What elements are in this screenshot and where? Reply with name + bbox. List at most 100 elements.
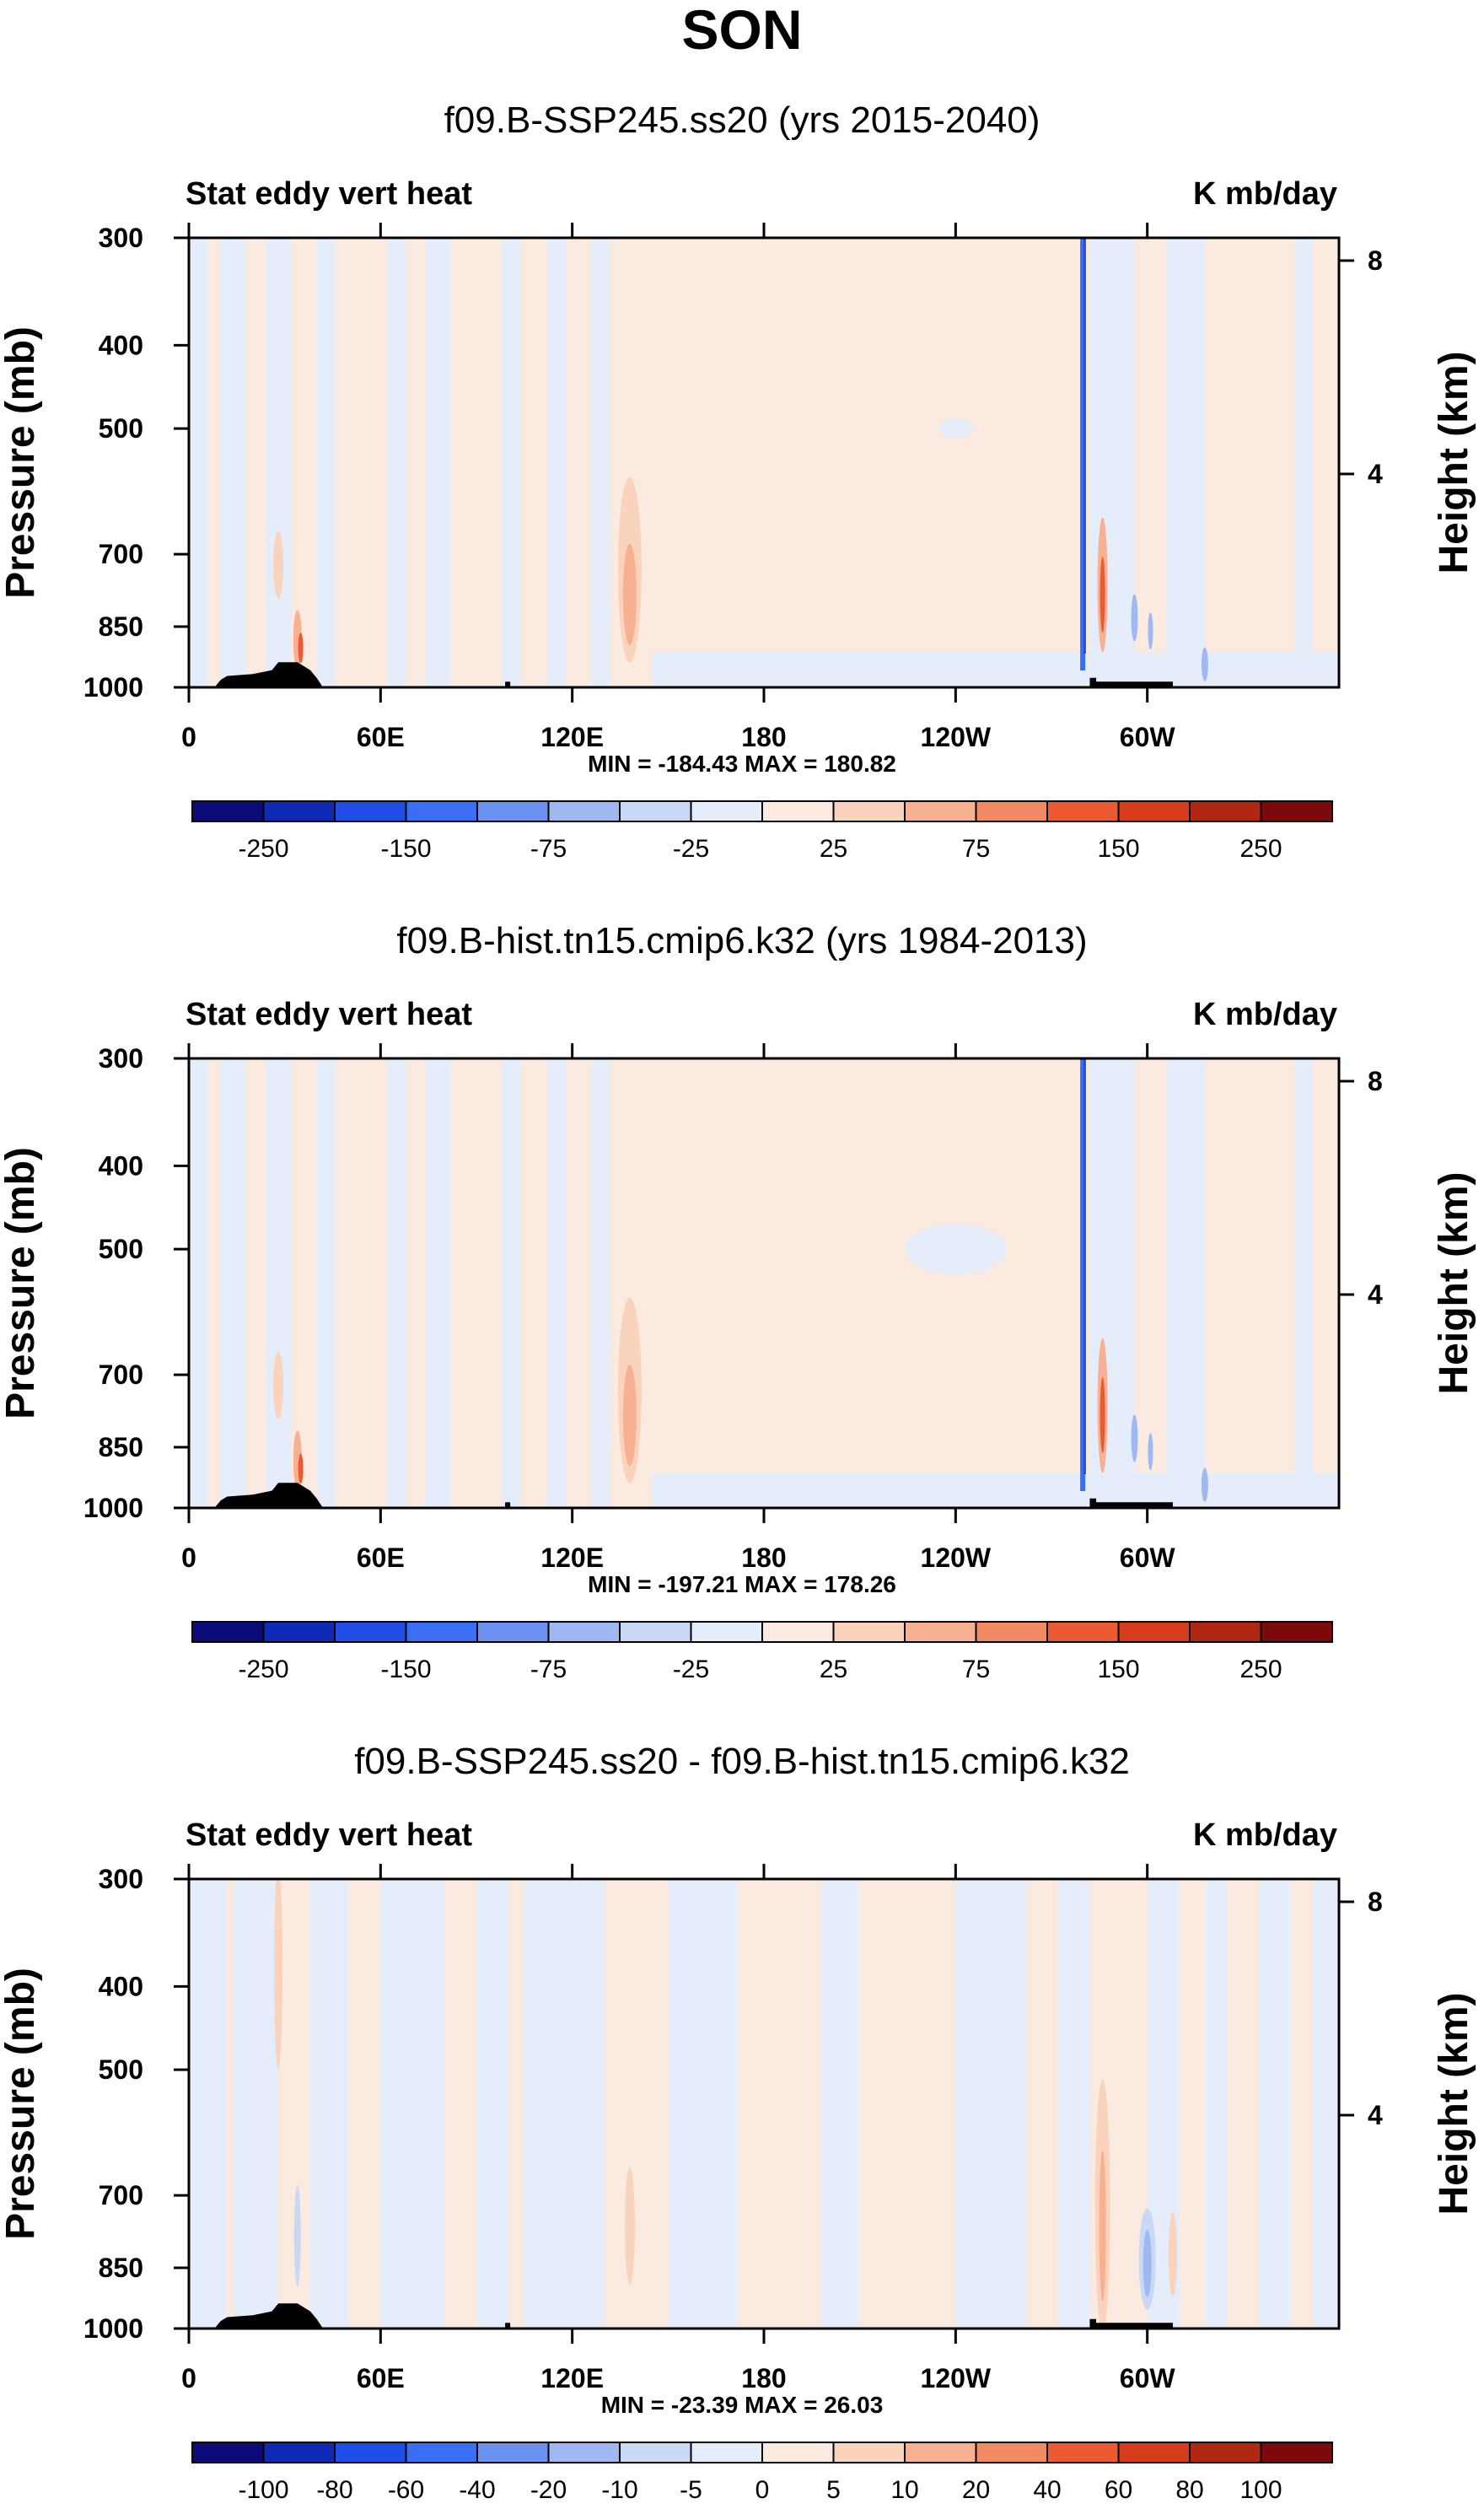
negative-band	[821, 1879, 860, 2329]
colorbar-label: -60	[388, 2476, 424, 2504]
positive-blob	[622, 1365, 637, 1467]
colorbar-swatch	[405, 1621, 478, 1643]
negative-blob	[905, 1224, 1007, 1275]
colorbar-swatch	[1117, 2442, 1191, 2463]
x-tick-label: 60W	[1120, 2363, 1176, 2393]
colorbar-swatch	[476, 1621, 550, 1643]
figure-title: SON	[681, 0, 802, 61]
panel-3: f09.B-SSP245.ss20 - f09.B-hist.tn15.cmip…	[0, 1741, 1476, 2504]
height-tick-label: 4	[1368, 2100, 1383, 2130]
x-tick-label: 120W	[921, 1543, 992, 1573]
negative-band	[220, 1058, 247, 1508]
colorbar-label: 60	[1105, 2476, 1132, 2504]
colorbar-swatch	[832, 1621, 906, 1643]
colorbar-label: -250	[238, 835, 288, 863]
min-max-stats: MIN = -184.43 MAX = 180.82	[588, 751, 896, 777]
topography-south-america	[1089, 2318, 1173, 2329]
positive-core	[1100, 557, 1105, 633]
x-tick-label: 0	[181, 722, 196, 752]
colorbar-swatch	[262, 1621, 336, 1643]
colorbar-swatch	[904, 800, 977, 822]
colorbar-swatch	[1117, 800, 1191, 822]
negative-band	[476, 1879, 508, 2329]
right-string: K mb/day	[1193, 1817, 1337, 1853]
colorbar-swatch	[690, 800, 763, 822]
colorbar-label: 5	[826, 2476, 841, 2504]
colorbar-swatch	[405, 800, 478, 822]
colorbar-label: -25	[673, 835, 709, 863]
colorbar-label: 20	[962, 2476, 990, 2504]
negative-band	[189, 1058, 208, 1508]
colorbar-swatch	[334, 1621, 407, 1643]
x-tick-label: 120E	[540, 722, 604, 752]
negative-band	[309, 1879, 349, 2329]
y-tick-label: 300	[99, 1864, 143, 1894]
colorbar-label: -150	[380, 1656, 431, 1683]
field-background	[189, 1058, 1339, 1508]
colorbar-swatch	[1046, 800, 1120, 822]
y-tick-label: 1000	[83, 1493, 143, 1523]
x-tick-label: 180	[741, 2363, 786, 2393]
colorbar-swatch	[476, 2442, 550, 2463]
y-axis-label: Pressure (mb)	[0, 1968, 43, 2240]
colorbar-swatch	[191, 1621, 265, 1643]
y-tick-label: 1000	[83, 2313, 143, 2344]
colorbar-swatch	[761, 2442, 835, 2463]
height-tick-label: 4	[1368, 459, 1383, 489]
negative-blob	[1148, 612, 1153, 650]
colorbar-swatch	[1046, 2442, 1120, 2463]
y-tick-label: 500	[99, 2054, 143, 2085]
x-tick-label: 120E	[540, 1543, 604, 1573]
y-tick-label: 850	[99, 2253, 143, 2283]
colorbar-label: -80	[316, 2476, 352, 2504]
y-tick-label: 500	[99, 413, 143, 444]
y-tick-label: 500	[99, 1234, 143, 1264]
strong-negative-column	[1080, 238, 1086, 670]
negative-band	[1089, 1058, 1135, 1508]
colorbar-label: 250	[1239, 835, 1282, 863]
negative-band	[591, 1058, 611, 1508]
colorbar-swatch	[975, 2442, 1048, 2463]
y-tick-label: 850	[99, 1432, 143, 1462]
y-tick-label: 300	[99, 1043, 143, 1074]
negative-band	[316, 238, 336, 687]
y-axis-label: Pressure (mb)	[0, 1147, 43, 1419]
colorbar-swatch	[761, 1621, 835, 1643]
strong-negative-core	[1083, 238, 1086, 654]
positive-core	[298, 1453, 304, 1484]
positive-blob	[273, 1351, 284, 1419]
colorbar-swatch	[904, 2442, 977, 2463]
colorbar-label: -100	[238, 2476, 288, 2504]
panel-title: f09.B-SSP245.ss20 (yrs 2015-2040)	[444, 100, 1040, 141]
colorbar-swatch	[334, 2442, 407, 2463]
negative-band	[316, 1058, 336, 1508]
colorbar-swatch	[476, 800, 550, 822]
negative-band	[1204, 1879, 1228, 2329]
colorbar-label: -250	[238, 1656, 288, 1683]
colorbar-label: -40	[459, 2476, 495, 2504]
colorbar-label: -75	[530, 835, 567, 863]
panel-2: f09.B-hist.tn15.cmip6.k32 (yrs 1984-2013…	[0, 920, 1476, 1683]
negative-band	[220, 238, 247, 687]
topography-africa	[214, 662, 324, 687]
y-tick-label: 300	[99, 223, 143, 253]
field	[189, 238, 1339, 687]
colorbar-swatch	[832, 800, 906, 822]
height-tick-label: 8	[1368, 1066, 1383, 1096]
y-tick-label: 700	[99, 1359, 143, 1390]
negative-band	[386, 238, 406, 687]
colorbar-swatch	[1117, 1621, 1191, 1643]
colorbar-swatch	[191, 800, 265, 822]
positive-blob	[1099, 2150, 1106, 2302]
colorbar-swatch	[191, 2442, 265, 2463]
negative-blob	[938, 418, 973, 439]
colorbar-swatch	[690, 2442, 763, 2463]
colorbar-swatch	[761, 800, 835, 822]
colorbar-label: 0	[755, 2476, 770, 2504]
colorbar-label: -10	[601, 2476, 637, 2504]
height-tick-label: 4	[1368, 1279, 1383, 1310]
positive-core	[298, 633, 304, 664]
x-tick-label: 60E	[357, 1543, 405, 1573]
y-axis-label: Pressure (mb)	[0, 326, 43, 599]
topography-africa	[214, 1483, 324, 1508]
